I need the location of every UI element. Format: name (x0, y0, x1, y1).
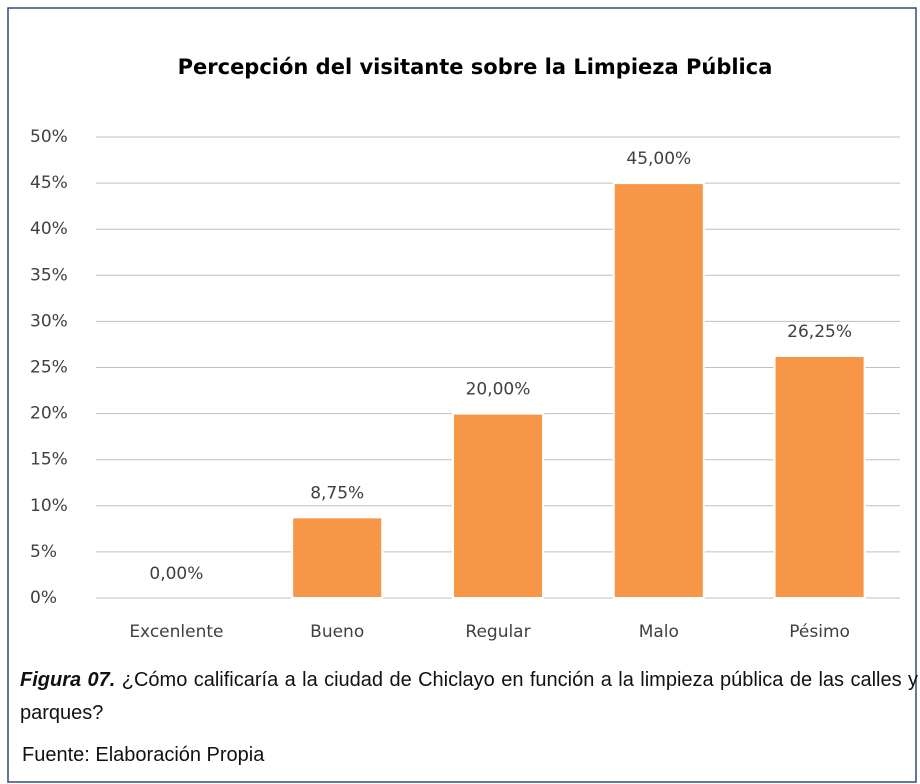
data-label: 8,75% (310, 483, 364, 503)
y-tick-label: 20% (30, 404, 68, 424)
y-tick-label: 30% (30, 311, 68, 331)
y-tick-label: 40% (30, 219, 68, 239)
caption-label: Figura 07. (20, 669, 116, 691)
bar (612, 182, 705, 599)
bar (451, 412, 545, 599)
y-tick-label: 15% (30, 450, 68, 470)
x-tick-label: Pésimo (789, 622, 850, 642)
y-tick-label: 50% (30, 127, 68, 147)
data-label: 20,00% (466, 380, 531, 400)
source: Fuente: Elaboración Propia (22, 744, 265, 766)
x-tick-label: Bueno (310, 622, 364, 642)
y-tick-label: 0% (30, 588, 57, 608)
x-tick-label: Malo (639, 622, 679, 642)
caption-text: ¿Cómo calificaría a la ciudad de Chiclay… (20, 669, 918, 724)
y-tick-label: 25% (30, 358, 68, 378)
y-tick-label: 45% (30, 173, 68, 193)
x-tick-label: Regular (465, 622, 530, 642)
y-tick-label: 35% (30, 265, 68, 285)
data-label: 0,00% (149, 564, 203, 584)
y-tick-label: 10% (30, 496, 68, 516)
y-tick-label: 5% (30, 542, 57, 562)
data-label: 26,25% (787, 322, 852, 342)
chart-title: Percepción del visitante sobre la Limpie… (178, 55, 773, 79)
bar (773, 354, 866, 599)
data-label: 45,00% (626, 149, 691, 169)
bar (291, 516, 384, 600)
frame (7, 7, 917, 783)
caption: Figura 07. ¿Cómo calificaría a la ciudad… (20, 664, 918, 730)
x-tick-label: Excenlente (129, 622, 223, 642)
